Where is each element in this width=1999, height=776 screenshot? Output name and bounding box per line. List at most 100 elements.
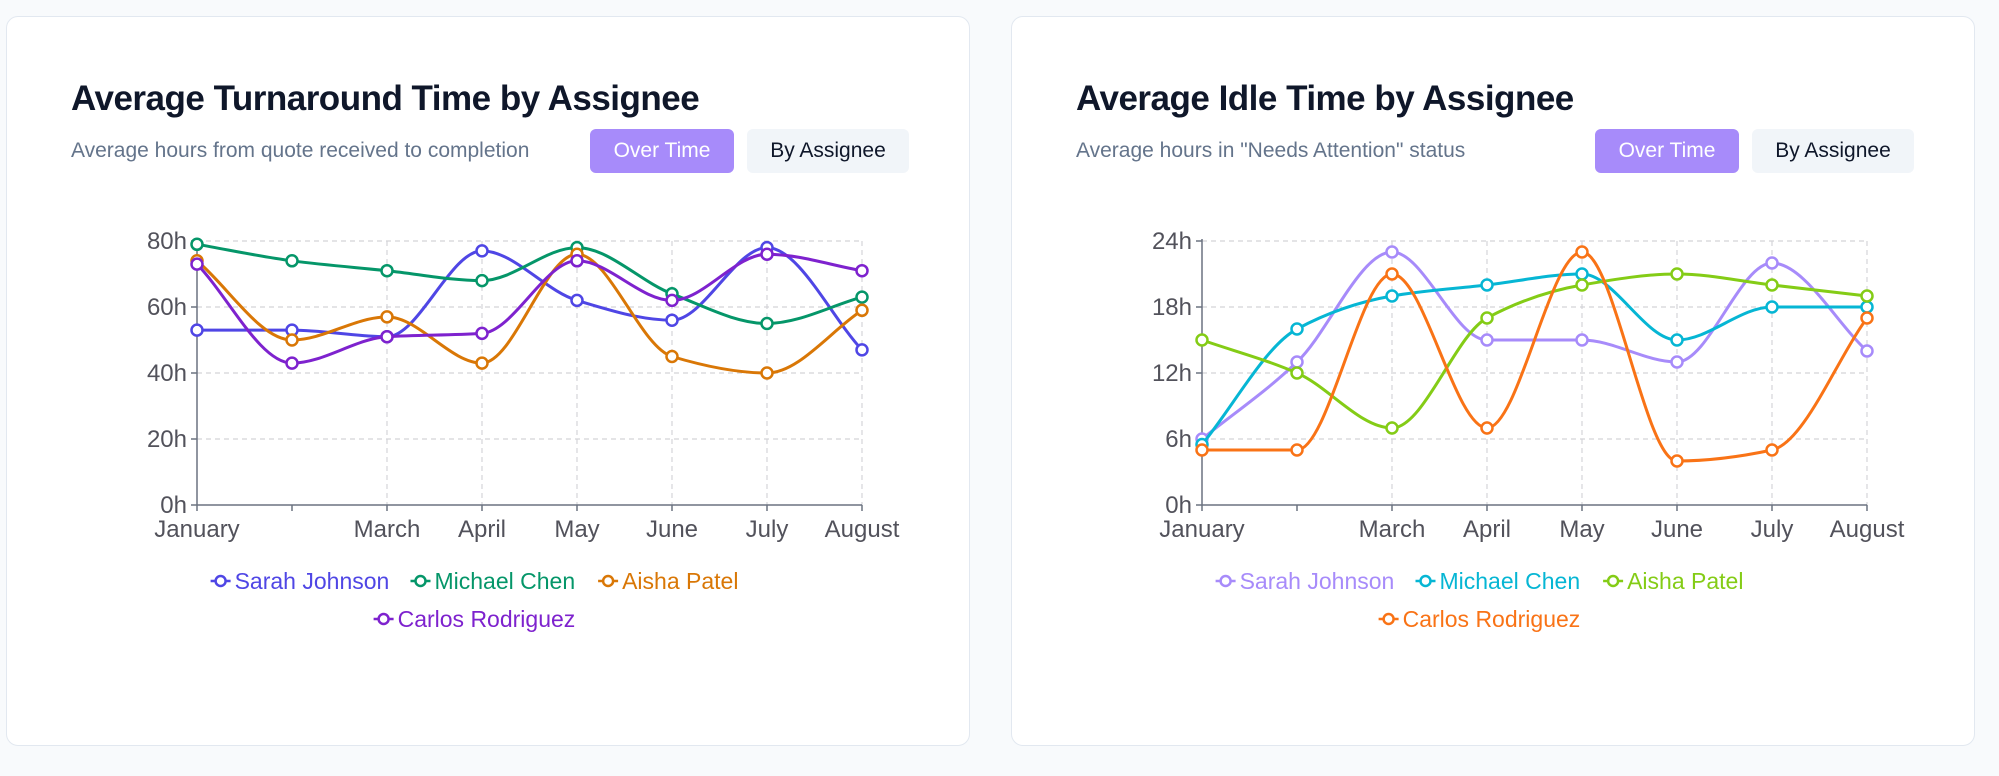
y-tick-label: 12h [1152, 360, 1192, 387]
data-point[interactable] [1575, 267, 1589, 281]
data-point[interactable] [380, 329, 394, 344]
data-point[interactable] [380, 310, 394, 324]
y-tick-label: 0h [160, 492, 187, 519]
series-line [1201, 272, 1868, 430]
legend-item[interactable]: Sarah Johnson [210, 568, 390, 594]
y-tick-label: 20h [147, 426, 187, 453]
legend-item[interactable]: Michael Chen [410, 568, 576, 594]
data-point[interactable] [1195, 333, 1209, 347]
legend-item[interactable]: Carlos Rodriguez [1378, 606, 1581, 632]
data-point[interactable] [1290, 443, 1304, 457]
data-point[interactable] [475, 244, 489, 258]
data-point[interactable] [855, 290, 869, 304]
data-point[interactable] [285, 356, 299, 370]
series-line [196, 252, 863, 375]
x-tick-label: August [1830, 516, 1905, 543]
series-line [1201, 250, 1869, 441]
data-point[interactable] [1290, 366, 1304, 380]
x-tick-label: June [646, 516, 698, 543]
data-point[interactable] [1575, 245, 1589, 259]
data-point[interactable] [1575, 333, 1589, 347]
y-tick-label: 18h [1152, 294, 1192, 321]
data-point[interactable] [855, 303, 869, 318]
legend-marker-icon [1219, 574, 1232, 588]
series-sarah-johnson [1195, 245, 1874, 446]
legend-label: Michael Chen [435, 568, 576, 594]
legend-item[interactable]: Carlos Rodriguez [373, 606, 576, 632]
data-point[interactable] [190, 323, 204, 337]
chart-subtitle: Average hours in "Needs Attention" statu… [1076, 139, 1466, 162]
data-point[interactable] [760, 316, 774, 331]
data-point[interactable] [570, 254, 584, 268]
legend: Sarah Johnson Michael Chen Aisha Patel Carl… [210, 568, 738, 632]
data-point[interactable] [570, 293, 584, 308]
chart-subtitle: Average hours from quote received to com… [71, 139, 530, 162]
over-time-button[interactable]: Over Time [590, 129, 734, 173]
data-point[interactable] [1765, 256, 1779, 270]
data-point[interactable] [1195, 443, 1209, 457]
data-point[interactable] [475, 356, 489, 370]
y-tick-label: 40h [147, 360, 187, 387]
data-point[interactable] [1765, 300, 1779, 314]
legend-label: Carlos Rodriguez [398, 606, 576, 632]
data-point[interactable] [665, 349, 679, 364]
x-tick-label: March [354, 516, 421, 543]
idle-line-chart: 0h 6h 12h 18h 24h January March April May June Jul… [1152, 228, 1905, 632]
data-point[interactable] [1765, 443, 1779, 457]
data-point[interactable] [1290, 355, 1304, 369]
data-point[interactable] [380, 263, 394, 278]
data-point[interactable] [190, 237, 204, 252]
legend-label: Sarah Johnson [235, 568, 390, 594]
data-point[interactable] [855, 263, 869, 278]
data-point[interactable] [1670, 454, 1684, 468]
data-point[interactable] [665, 293, 679, 308]
legend-label: Carlos Rodriguez [1403, 606, 1581, 632]
data-point[interactable] [1290, 322, 1304, 336]
data-point[interactable] [1670, 355, 1684, 369]
series-carlos-rodriguez [190, 247, 869, 370]
legend-label: Aisha Patel [622, 568, 738, 594]
data-point[interactable] [475, 273, 489, 288]
data-point[interactable] [1480, 278, 1494, 292]
x-tick-label: July [746, 516, 789, 543]
data-point[interactable] [1860, 300, 1874, 314]
data-point[interactable] [665, 313, 679, 327]
legend-item[interactable]: Aisha Patel [598, 568, 738, 594]
data-point[interactable] [1670, 267, 1684, 281]
data-point[interactable] [1480, 333, 1494, 347]
x-tick-label: August [825, 516, 900, 543]
legend-marker-icon [601, 574, 615, 588]
series-line [1201, 250, 1869, 463]
data-point[interactable] [1385, 421, 1399, 435]
data-point[interactable] [760, 366, 774, 380]
x-tick-label: March [1359, 516, 1426, 543]
data-point[interactable] [1765, 278, 1779, 292]
data-point[interactable] [285, 333, 299, 347]
data-point[interactable] [760, 247, 774, 261]
y-tick-label: 24h [1152, 228, 1192, 255]
data-point[interactable] [475, 326, 489, 341]
legend-item[interactable]: Sarah Johnson [1215, 568, 1395, 594]
data-point[interactable] [1860, 289, 1874, 303]
data-point[interactable] [190, 257, 204, 271]
over-time-button[interactable]: Over Time [1595, 129, 1739, 173]
legend-item[interactable]: Aisha Patel [1603, 568, 1743, 594]
data-point[interactable] [1860, 311, 1874, 325]
data-point[interactable] [855, 343, 869, 357]
data-point[interactable] [1480, 311, 1494, 325]
turnaround-line-chart: 0h 20h 40h 60h 80h January March April May June Ju… [147, 228, 900, 632]
data-point[interactable] [1480, 421, 1494, 435]
by-assignee-button[interactable]: By Assignee [747, 129, 909, 173]
data-point[interactable] [1385, 289, 1399, 303]
legend-marker-icon [1419, 574, 1432, 588]
data-point[interactable] [1385, 267, 1399, 281]
data-point[interactable] [1860, 344, 1874, 358]
data-point[interactable] [1670, 333, 1684, 347]
data-point[interactable] [285, 254, 299, 268]
data-point[interactable] [1385, 245, 1399, 259]
legend-marker-icon [377, 612, 390, 626]
legend-item[interactable]: Michael Chen [1415, 568, 1581, 594]
data-point[interactable] [1575, 278, 1589, 292]
y-tick-label: 0h [1165, 492, 1192, 519]
by-assignee-button[interactable]: By Assignee [1752, 129, 1914, 173]
